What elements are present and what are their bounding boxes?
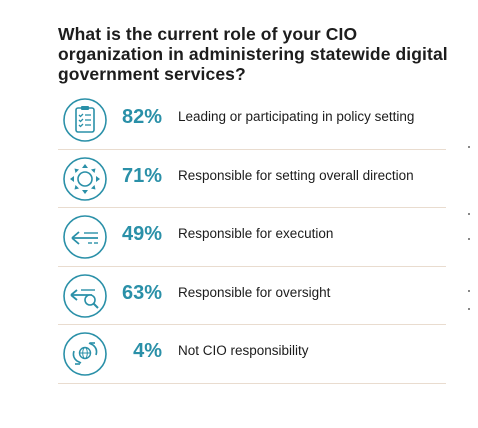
edge-mark <box>468 290 470 292</box>
edge-mark <box>468 238 470 240</box>
value-label: 4% <box>133 340 162 362</box>
category-label: Not CIO responsibility <box>178 343 309 358</box>
clipboard-checklist-icon <box>62 97 108 143</box>
edge-mark <box>468 308 470 310</box>
response-row-direction: 71% Responsible for setting overall dire… <box>58 150 446 208</box>
category-label: Leading or participating in policy setti… <box>178 109 415 124</box>
response-row-oversight: 63% Responsible for oversight <box>58 267 446 325</box>
compass-direction-icon <box>62 156 108 202</box>
value-label: 49% <box>121 223 162 245</box>
chart-title: What is the current role of your CIO org… <box>58 24 448 84</box>
edge-mark <box>468 146 470 148</box>
category-label: Responsible for setting overall directio… <box>178 167 414 183</box>
response-row-not-cio: 4% Not CIO responsibility <box>58 325 446 384</box>
value-label: 71% <box>121 164 162 187</box>
hands-globe-icon <box>62 331 108 377</box>
category-label: Responsible for execution <box>178 226 334 241</box>
arrow-execution-icon <box>62 214 108 260</box>
response-list: 82% Leading or participating in policy s… <box>58 91 446 384</box>
category-label: Responsible for oversight <box>178 284 331 300</box>
response-row-policy: 82% Leading or participating in policy s… <box>58 91 446 150</box>
response-row-execution: 49% Responsible for execution <box>58 208 446 267</box>
value-label: 63% <box>121 281 162 304</box>
edge-mark <box>468 213 470 215</box>
arrow-magnifier-oversight-icon <box>62 273 108 319</box>
value-label: 82% <box>121 106 162 128</box>
